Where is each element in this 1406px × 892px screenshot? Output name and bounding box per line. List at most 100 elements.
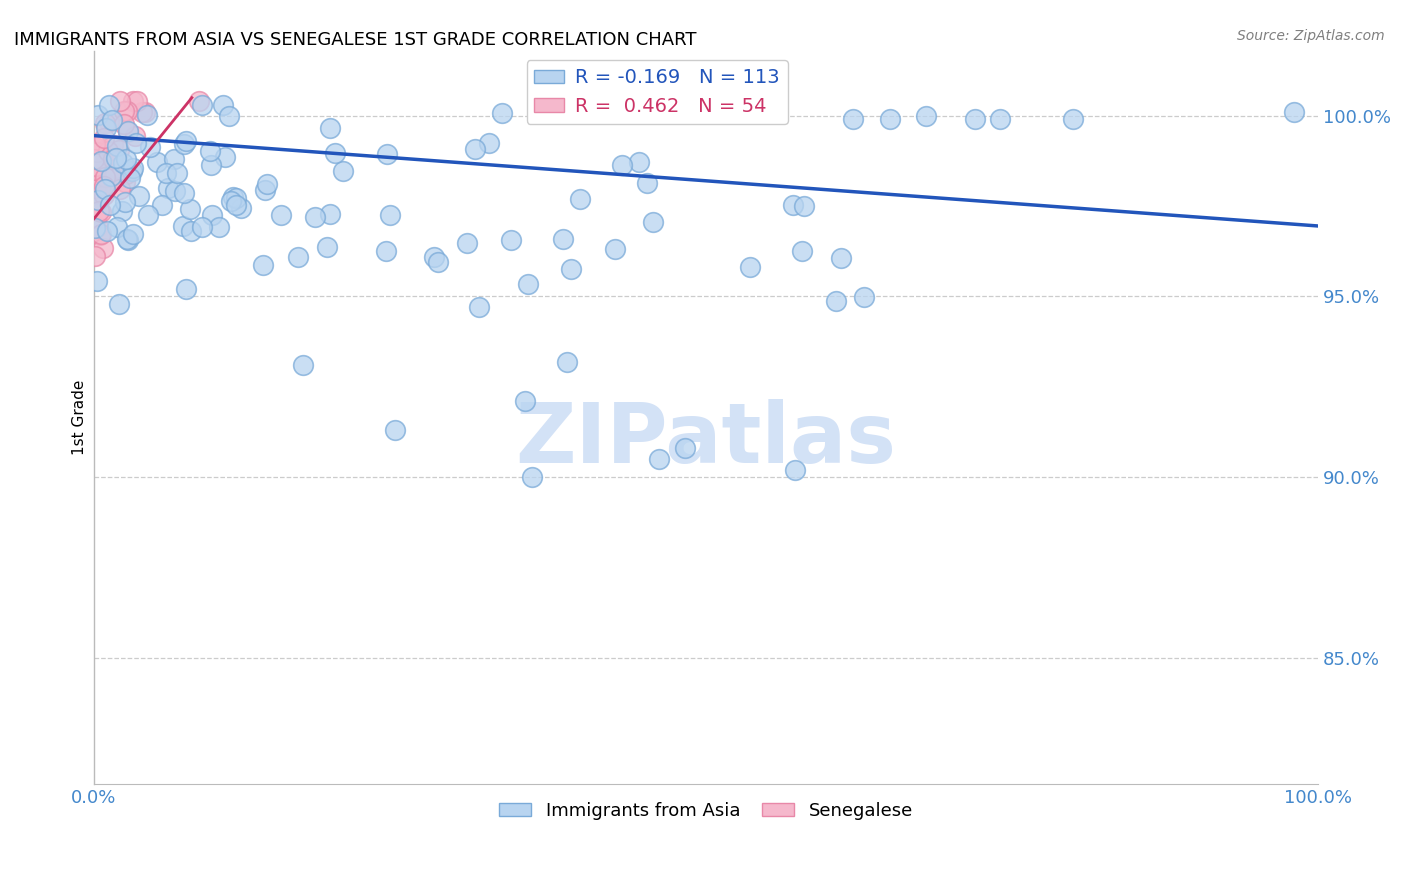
Point — [117, 124, 139, 138]
Point — [83, 140, 105, 154]
Text: IMMIGRANTS FROM ASIA VS SENEGALESE 1ST GRADE CORRELATION CHART: IMMIGRANTS FROM ASIA VS SENEGALESE 1ST G… — [14, 31, 696, 49]
Point — [94, 116, 117, 130]
Point — [332, 163, 354, 178]
Point — [291, 358, 314, 372]
Point — [136, 208, 159, 222]
Point — [1282, 105, 1305, 120]
Point — [127, 95, 149, 109]
Point — [104, 166, 127, 180]
Point — [501, 233, 523, 247]
Point — [155, 166, 177, 180]
Point — [86, 194, 108, 208]
Point — [157, 180, 180, 194]
Point — [91, 242, 114, 256]
Point — [90, 177, 112, 191]
Point — [93, 131, 115, 145]
Point — [627, 154, 650, 169]
Point — [520, 470, 543, 484]
Point — [252, 258, 274, 272]
Point — [610, 158, 633, 172]
Point — [84, 168, 107, 182]
Point — [287, 250, 309, 264]
Point — [83, 160, 105, 174]
Point — [105, 151, 128, 165]
Point — [198, 145, 221, 159]
Point — [256, 177, 278, 191]
Point — [225, 198, 247, 212]
Point — [852, 290, 875, 304]
Point — [94, 143, 117, 157]
Point — [84, 137, 107, 152]
Point — [319, 120, 342, 135]
Point — [516, 277, 538, 292]
Point — [179, 202, 201, 216]
Point — [101, 153, 124, 167]
Point — [138, 140, 160, 154]
Point — [636, 176, 658, 190]
Point — [555, 354, 578, 368]
Text: ZIPatlas: ZIPatlas — [516, 399, 897, 480]
Point — [478, 136, 501, 150]
Point — [90, 154, 112, 169]
Point — [384, 423, 406, 437]
Point — [87, 108, 110, 122]
Point — [131, 104, 153, 119]
Point — [121, 161, 143, 175]
Point — [107, 296, 129, 310]
Point — [100, 169, 122, 183]
Point — [879, 112, 901, 127]
Point — [150, 197, 173, 211]
Point — [115, 167, 138, 181]
Point — [172, 219, 194, 234]
Point — [208, 220, 231, 235]
Point — [915, 109, 938, 123]
Point — [83, 184, 105, 198]
Point — [122, 95, 145, 109]
Point — [105, 161, 128, 175]
Point — [467, 300, 489, 314]
Point — [163, 152, 186, 166]
Point — [94, 182, 117, 196]
Point — [98, 115, 121, 129]
Point — [1062, 112, 1084, 127]
Point — [426, 255, 449, 269]
Point — [830, 251, 852, 265]
Point — [647, 452, 669, 467]
Point — [83, 152, 105, 166]
Point — [86, 145, 108, 160]
Point — [89, 204, 111, 219]
Point — [174, 282, 197, 296]
Point — [792, 244, 814, 258]
Point — [325, 145, 347, 160]
Point — [84, 195, 107, 210]
Point — [191, 98, 214, 112]
Point — [83, 181, 105, 195]
Point — [825, 294, 848, 309]
Point — [515, 394, 537, 409]
Point — [740, 260, 762, 274]
Point — [97, 144, 120, 158]
Point — [201, 208, 224, 222]
Point — [86, 145, 108, 160]
Text: Source: ZipAtlas.com: Source: ZipAtlas.com — [1237, 29, 1385, 43]
Point — [782, 197, 804, 211]
Point — [112, 156, 135, 170]
Point — [146, 155, 169, 169]
Point — [90, 205, 112, 219]
Point — [229, 201, 252, 215]
Point — [93, 188, 115, 202]
Point — [187, 95, 209, 109]
Point — [120, 171, 142, 186]
Point — [560, 261, 582, 276]
Point — [108, 95, 131, 109]
Point — [121, 164, 143, 178]
Point — [98, 198, 121, 212]
Point — [86, 274, 108, 288]
Y-axis label: 1st Grade: 1st Grade — [72, 380, 87, 455]
Point — [117, 233, 139, 247]
Point — [89, 159, 111, 173]
Point — [163, 184, 186, 198]
Point — [98, 98, 121, 112]
Point — [605, 242, 627, 256]
Point — [173, 186, 195, 200]
